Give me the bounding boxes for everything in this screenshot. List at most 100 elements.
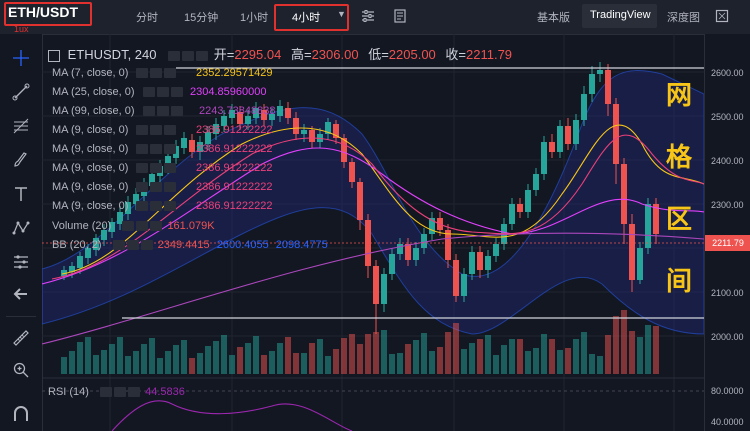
indicator-label: MA (9, close, 0) — [52, 124, 129, 136]
close-icon[interactable] — [164, 163, 177, 174]
volume-bar — [189, 358, 195, 374]
candle-body — [381, 274, 387, 304]
candle-body — [61, 270, 67, 276]
settings-icon[interactable] — [150, 68, 163, 79]
settings-icon[interactable] — [156, 87, 169, 98]
eye-icon[interactable] — [142, 106, 155, 117]
price-chart[interactable] — [42, 34, 704, 431]
template-icon[interactable] — [392, 8, 408, 24]
close-icon[interactable] — [164, 68, 177, 79]
candle-body — [253, 108, 259, 118]
annotation-char-1: 网 — [666, 80, 693, 110]
prediction-icon[interactable] — [11, 252, 31, 272]
close-icon[interactable] — [150, 221, 163, 232]
close-icon[interactable] — [164, 201, 177, 212]
volume-bar — [413, 340, 419, 374]
close-icon[interactable] — [140, 240, 153, 251]
volume-bar — [85, 337, 91, 374]
indicator-label: MA (9, close, 0) — [52, 181, 129, 193]
view-basic[interactable]: 基本版 — [537, 12, 570, 24]
candle-body — [405, 244, 411, 260]
volume-bar — [645, 325, 651, 374]
close-icon[interactable] — [196, 50, 209, 61]
chart-header: ETHUSDT, 240 开=2295.04 高=2306.00 低=2205.… — [48, 44, 512, 63]
close-icon[interactable] — [170, 87, 183, 98]
settings-icon[interactable] — [156, 106, 169, 117]
crosshair-icon[interactable] — [11, 48, 31, 68]
settings-icon[interactable] — [182, 50, 195, 61]
settings-icon[interactable] — [150, 182, 163, 193]
brush-icon[interactable] — [11, 150, 31, 170]
top-toolbar: ETH/USDT 分时 15分钟 1小时 4小时 ▼ 基本版 TradingVi… — [0, 0, 750, 35]
tab-1h[interactable]: 1小时 — [240, 12, 269, 24]
fullscreen-icon[interactable] — [714, 8, 730, 24]
close-icon[interactable] — [170, 106, 183, 117]
rsi-value: 44.5836 — [145, 386, 185, 398]
collapse-icon[interactable] — [48, 49, 60, 62]
pattern-icon[interactable] — [11, 218, 31, 238]
candle-body — [93, 238, 99, 250]
close-icon[interactable] — [128, 387, 141, 398]
timeframe-dropdown-icon[interactable]: ▼ — [337, 9, 346, 19]
eye-icon[interactable] — [136, 163, 149, 174]
eye-icon[interactable] — [136, 68, 149, 79]
eye-icon[interactable] — [136, 125, 149, 136]
magnet-icon[interactable] — [11, 404, 31, 424]
tab-4h[interactable]: 4小时 — [292, 12, 321, 24]
settings-icon[interactable] — [150, 163, 163, 174]
volume-bar — [405, 344, 411, 374]
candle-body — [181, 138, 187, 148]
candle-body — [445, 230, 451, 260]
indicator-value: 2386.91222222 — [196, 181, 273, 193]
symbol-label[interactable]: ETH/USDT — [8, 4, 78, 20]
settings-icon[interactable] — [136, 221, 149, 232]
close-icon[interactable] — [164, 182, 177, 193]
settings-icon[interactable] — [150, 125, 163, 136]
view-tradingview-button[interactable]: TradingView — [582, 4, 657, 28]
price-tick: 2600.00 — [711, 68, 744, 78]
eye-icon[interactable] — [100, 387, 113, 398]
settings-icon[interactable] — [150, 144, 163, 155]
eye-icon[interactable] — [142, 87, 155, 98]
eye-icon[interactable] — [112, 240, 125, 251]
eye-icon[interactable] — [136, 144, 149, 155]
tab-fenshi[interactable]: 分时 — [136, 12, 158, 24]
annotation-char-3: 区 — [666, 204, 693, 234]
eye-icon[interactable] — [122, 221, 135, 232]
candle-body — [101, 230, 107, 240]
candle-body — [213, 124, 219, 134]
candle-body — [645, 204, 651, 248]
close-value: 2211.79 — [466, 47, 513, 62]
trendline-icon[interactable] — [11, 82, 31, 102]
candle-body — [117, 212, 123, 224]
settings-icon[interactable] — [126, 240, 139, 251]
settings-icon[interactable] — [114, 387, 127, 398]
bb-legend: BB (20, 2) 2349.4415 2600.4055 2098.4775 — [52, 239, 328, 251]
volume-bar — [381, 330, 387, 374]
text-tool-icon[interactable] — [11, 184, 31, 204]
eye-icon[interactable] — [136, 182, 149, 193]
close-icon[interactable] — [164, 144, 177, 155]
settings-icon[interactable] — [150, 201, 163, 212]
candle-body — [493, 244, 499, 256]
close-label: 收= — [445, 47, 466, 62]
ruler-icon[interactable] — [11, 328, 31, 348]
tab-15min[interactable]: 15分钟 — [184, 12, 219, 24]
indicator-value: 2386.91222222 — [196, 200, 273, 212]
fib-retracement-icon[interactable] — [11, 116, 31, 136]
view-depth[interactable]: 深度图 — [667, 12, 700, 24]
eye-icon[interactable] — [168, 50, 181, 61]
candle-body — [477, 252, 483, 270]
arrow-left-icon[interactable] — [11, 284, 31, 304]
price-axis[interactable]: 2600.00 2500.00 2400.00 2300.00 2211.79 … — [704, 34, 750, 431]
candle-body — [165, 156, 171, 168]
indicator-label: MA (7, close, 0) — [52, 67, 129, 79]
zoom-icon[interactable] — [11, 360, 31, 380]
close-icon[interactable] — [164, 125, 177, 136]
indicator-settings-icon[interactable] — [360, 8, 376, 24]
volume-bar — [61, 357, 67, 374]
eye-icon[interactable] — [136, 201, 149, 212]
volume-bar — [301, 353, 307, 374]
volume-bar — [341, 338, 347, 374]
volume-bar — [605, 335, 611, 374]
